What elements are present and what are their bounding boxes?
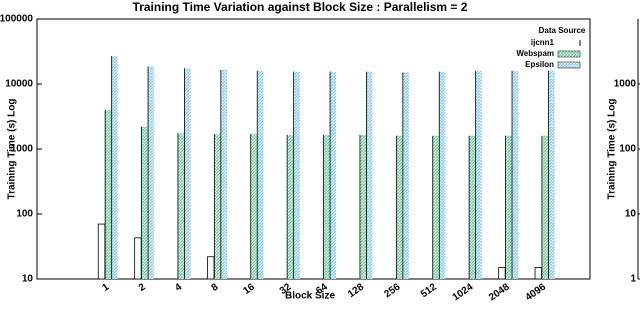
- y-tick-label: 1: [630, 274, 636, 285]
- x-tick-label: 128: [346, 281, 366, 300]
- x-tick-label: 1024: [451, 281, 476, 303]
- bar: [184, 68, 191, 279]
- bar: [541, 135, 549, 279]
- x-tick-label: 8: [210, 281, 221, 293]
- bar: [213, 134, 221, 279]
- bar: [104, 109, 112, 279]
- x-tick-label: 4: [173, 281, 184, 293]
- y-tick-label: 1000: [11, 144, 34, 155]
- y-tick-label: 100: [16, 209, 33, 220]
- bar: [147, 66, 155, 279]
- legend-label: ijcnn1: [531, 38, 555, 47]
- bar: [402, 72, 409, 279]
- bar: [395, 135, 403, 279]
- bar: [534, 267, 542, 280]
- bar: [438, 71, 446, 279]
- x-tick-label: 1: [100, 281, 111, 293]
- bar: [177, 133, 185, 279]
- bar: [548, 70, 555, 279]
- legend-label: Epsilon: [525, 60, 554, 69]
- bar: [97, 223, 106, 280]
- bar: [329, 71, 337, 279]
- y-tick-label: 100: [619, 144, 636, 155]
- legend-swatch: [557, 61, 581, 69]
- legend-swatch: [558, 40, 580, 46]
- x-tick-label: 256: [382, 281, 402, 300]
- legend-title: Data Source: [539, 26, 586, 35]
- bar: [220, 69, 227, 279]
- y-tick-label: 10: [22, 274, 34, 285]
- bar: [359, 134, 367, 279]
- x-tick-label: 16: [241, 281, 257, 297]
- bar: [250, 134, 257, 279]
- chart-title: Training Time Variation against Block Si…: [133, 0, 468, 14]
- y-tick-label: 100000: [0, 14, 33, 25]
- y-tick-label: 10: [625, 209, 637, 220]
- bar: [498, 267, 506, 280]
- bar: [286, 134, 294, 279]
- bar: [505, 135, 512, 279]
- bar: [475, 70, 482, 279]
- bar: [141, 126, 148, 279]
- bar: [366, 71, 373, 279]
- y-tick-label: 10000: [5, 79, 33, 90]
- legend: Data Source ijcnn1 Webspam Epsilon: [516, 26, 586, 69]
- y-axis-label: Training Time (s) Log: [7, 99, 18, 200]
- x-axis-label: Block Size: [285, 291, 335, 302]
- x-tick-label: 2048: [487, 281, 512, 303]
- bar: [111, 55, 118, 279]
- bar: [432, 135, 439, 279]
- legend-label: Webspam: [516, 49, 554, 58]
- bar: [511, 70, 519, 279]
- bar: [468, 135, 476, 279]
- y-axis-label: Training Time (s) Log: [607, 99, 618, 200]
- x-tick-label: 4096: [523, 281, 548, 303]
- legend-swatch: [557, 50, 581, 58]
- bar: [207, 256, 215, 280]
- bar: [134, 237, 142, 280]
- bar: [323, 134, 330, 279]
- x-tick-label: 512: [419, 281, 439, 300]
- bar: [293, 71, 300, 279]
- x-tick-label: 2: [137, 281, 148, 293]
- bar: [256, 70, 264, 279]
- y-tick-label: 1000: [614, 79, 637, 90]
